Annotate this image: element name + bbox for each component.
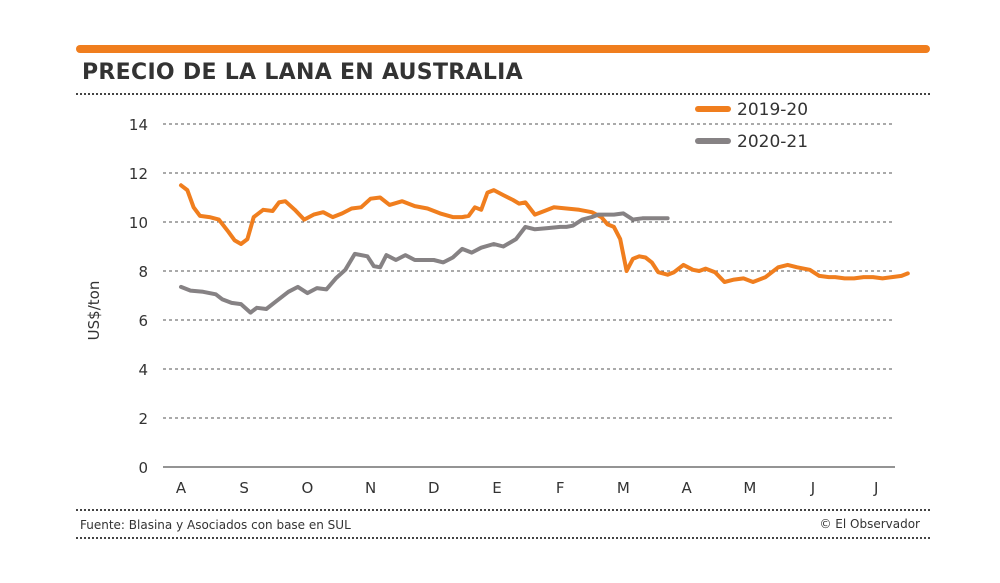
- footer-divider-top: [76, 509, 930, 511]
- x-tick-label: D: [428, 479, 440, 497]
- header-accent-bar: [76, 45, 930, 53]
- series-line-2020-21: [179, 211, 670, 315]
- x-tick-label: M: [743, 479, 756, 497]
- title-divider: [76, 93, 930, 95]
- x-tick-label: J: [873, 479, 878, 497]
- y-tick-label: 10: [129, 214, 148, 232]
- legend-label: 2020-21: [737, 132, 808, 152]
- y-axis-label: US$/ton: [85, 281, 103, 341]
- grid-layer: [163, 123, 895, 468]
- y-tick-label: 2: [138, 410, 148, 428]
- x-tick-label: N: [365, 479, 376, 497]
- legend-layer: 2019-20 2020-21: [695, 100, 808, 152]
- y-tick-label: 8: [138, 263, 148, 281]
- series-line-2019-20: [179, 183, 910, 284]
- y-tick-label: 14: [129, 116, 148, 134]
- series-layer: [179, 183, 910, 315]
- x-tick-label: A: [681, 479, 692, 497]
- x-tick-label: A: [176, 479, 187, 497]
- x-tick-label: F: [556, 479, 565, 497]
- legend-label: 2019-20: [737, 100, 808, 120]
- x-tick-label: E: [492, 479, 501, 497]
- source-note: Fuente: Blasina y Asociados con base en …: [80, 518, 351, 532]
- x-tick-label: S: [239, 479, 249, 497]
- y-tick-label: 0: [138, 459, 148, 477]
- copyright-note: © El Observador: [819, 517, 920, 531]
- y-tick-label: 6: [138, 312, 148, 330]
- x-tick-label: M: [617, 479, 630, 497]
- axis-layer: 0 2 4 6 8 10 12 14 A S O N D E F M A M J J US$/ton: [85, 116, 878, 497]
- y-tick-label: 4: [138, 361, 148, 379]
- chart-title: PRECIO DE LA LANA EN AUSTRALIA: [82, 60, 523, 85]
- footer-divider-bottom: [76, 537, 930, 539]
- x-tick-label: O: [301, 479, 313, 497]
- y-tick-label: 12: [129, 165, 148, 183]
- x-tick-label: J: [810, 479, 815, 497]
